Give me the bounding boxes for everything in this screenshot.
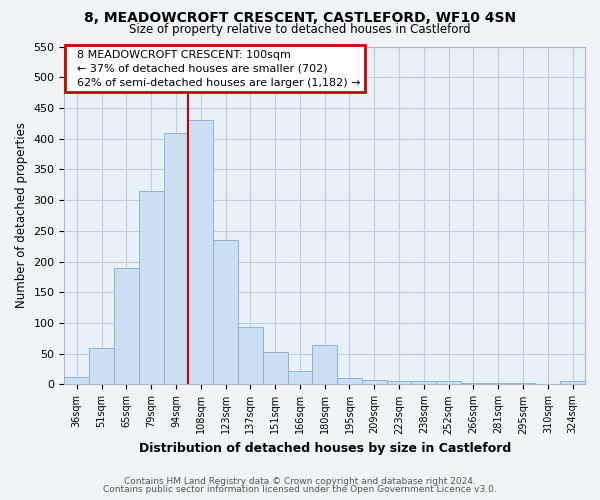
X-axis label: Distribution of detached houses by size in Castleford: Distribution of detached houses by size … bbox=[139, 442, 511, 455]
Text: 8 MEADOWCROFT CRESCENT: 100sqm
  ← 37% of detached houses are smaller (702)
  62: 8 MEADOWCROFT CRESCENT: 100sqm ← 37% of … bbox=[70, 50, 360, 88]
Bar bbox=[362, 380, 386, 384]
Bar bbox=[386, 382, 412, 384]
Y-axis label: Number of detached properties: Number of detached properties bbox=[15, 122, 28, 308]
Bar bbox=[139, 191, 164, 384]
Bar bbox=[164, 132, 188, 384]
Bar bbox=[213, 240, 238, 384]
Bar bbox=[114, 268, 139, 384]
Bar bbox=[486, 383, 511, 384]
Bar bbox=[188, 120, 213, 384]
Text: Size of property relative to detached houses in Castleford: Size of property relative to detached ho… bbox=[129, 22, 471, 36]
Bar bbox=[287, 371, 313, 384]
Bar bbox=[337, 378, 362, 384]
Bar bbox=[313, 344, 337, 385]
Bar bbox=[412, 382, 436, 384]
Bar bbox=[263, 352, 287, 384]
Bar bbox=[560, 382, 585, 384]
Bar bbox=[511, 383, 535, 384]
Text: Contains HM Land Registry data © Crown copyright and database right 2024.: Contains HM Land Registry data © Crown c… bbox=[124, 477, 476, 486]
Text: 8, MEADOWCROFT CRESCENT, CASTLEFORD, WF10 4SN: 8, MEADOWCROFT CRESCENT, CASTLEFORD, WF1… bbox=[84, 11, 516, 25]
Text: Contains public sector information licensed under the Open Government Licence v3: Contains public sector information licen… bbox=[103, 484, 497, 494]
Bar bbox=[89, 348, 114, 385]
Bar bbox=[436, 382, 461, 384]
Bar bbox=[461, 383, 486, 384]
Bar bbox=[64, 377, 89, 384]
Bar bbox=[238, 328, 263, 384]
